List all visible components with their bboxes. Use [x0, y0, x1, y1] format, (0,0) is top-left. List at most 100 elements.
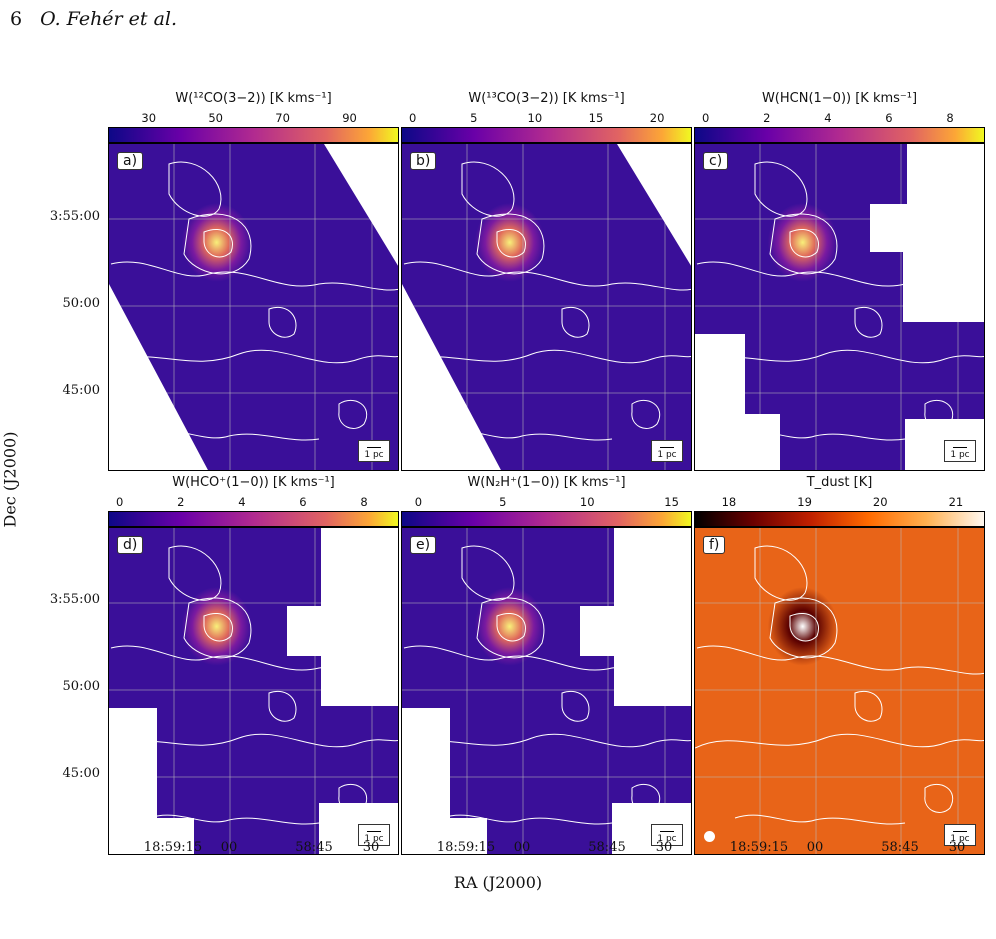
x-tick-label: 00	[513, 840, 531, 855]
contour-line	[109, 733, 398, 749]
colorbar-title: W(N₂H⁺(1−0)) [K kms⁻¹]	[467, 475, 626, 490]
y-tick-label: 50:00	[62, 296, 100, 311]
panel-label: e)	[410, 536, 437, 554]
beam-icon	[118, 447, 129, 458]
colorbar-tick-label: 0	[115, 495, 124, 509]
x-tick-label: 58:45	[588, 840, 626, 855]
beam-icon	[411, 831, 422, 842]
colorbar-title: W(¹²CO(3−2)) [K kms⁻¹]	[175, 91, 332, 106]
colorbar	[694, 127, 985, 143]
colorbar	[108, 511, 399, 527]
x-tick-label: 30	[948, 840, 966, 855]
y-tick-label: 45:00	[62, 383, 100, 398]
contour-line	[769, 213, 838, 275]
colorbar-tick-label: 50	[208, 111, 223, 125]
colorbar-tick-label: 0	[414, 495, 423, 509]
contour-line	[183, 597, 252, 659]
contour-line	[168, 161, 222, 217]
colorbar-title: W(HCN(1−0)) [K kms⁻¹]	[761, 91, 918, 106]
x-tick-label: 00	[806, 840, 824, 855]
contour-line	[441, 814, 613, 825]
y-tick-label: 50:00	[62, 679, 100, 694]
panel-label: a)	[117, 152, 144, 170]
colorbar-tick-label: 19	[797, 495, 812, 509]
no-data-mask	[109, 528, 398, 854]
contour-line	[203, 613, 233, 642]
contour-line	[496, 229, 526, 258]
map-image	[109, 144, 398, 470]
contour-line	[561, 690, 590, 722]
contour-line	[148, 814, 320, 825]
contour-line	[268, 690, 297, 722]
contour-line	[476, 213, 545, 275]
contour-line	[631, 399, 660, 429]
contour-line	[402, 349, 691, 365]
contour-line	[476, 597, 545, 659]
page-number: 6	[10, 8, 23, 30]
contour-line	[924, 783, 953, 813]
scale-bar: 1 pc	[944, 440, 976, 462]
no-data-mask	[695, 144, 984, 470]
x-tick-label: 58:45	[295, 840, 333, 855]
y-axis-label: Dec (J2000)	[0, 431, 20, 528]
contour-line	[496, 613, 526, 642]
contour-line	[854, 306, 883, 338]
contour-line	[268, 306, 297, 338]
map-panel: b) 1 pc	[401, 143, 692, 471]
map-panel: c) 1 pc	[694, 143, 985, 471]
colorbar-title: W(¹³CO(3−2)) [K kms⁻¹]	[468, 91, 625, 106]
beam-icon	[411, 447, 422, 458]
panel-label: d)	[117, 536, 144, 554]
colorbar-tick-label: 10	[579, 495, 595, 509]
y-tick-label: 3:55:00	[49, 209, 100, 224]
x-axis-label: RA (J2000)	[453, 873, 543, 892]
panel-label: b)	[410, 152, 437, 170]
contour-line	[183, 213, 252, 275]
colorbar-tick-label: 10	[527, 111, 543, 125]
colorbar-tick-label: 15	[664, 495, 679, 509]
map-panel: d) 1 pc	[108, 527, 399, 855]
beam-icon	[704, 831, 715, 842]
map-image	[402, 144, 691, 470]
scale-bar: 1 pc	[651, 440, 683, 462]
no-data-mask	[402, 528, 691, 854]
contour-line	[110, 261, 398, 291]
contour-line	[854, 690, 883, 722]
colorbar	[401, 127, 692, 143]
contour-line	[338, 399, 367, 429]
panel-label: f)	[703, 536, 726, 554]
colorbar-tick-label: 8	[360, 495, 368, 509]
contour-line	[403, 261, 691, 291]
map-panel: e) 1 pc	[401, 527, 692, 855]
colorbar-tick-label: 2	[177, 495, 185, 509]
colorbar-title: W(HCO⁺(1−0)) [K kms⁻¹]	[172, 475, 335, 490]
contour-line	[769, 597, 838, 659]
contour-line	[461, 545, 515, 601]
contour-line	[734, 814, 906, 825]
no-data-mask	[402, 144, 691, 470]
colorbar-tick-label: 70	[275, 111, 290, 125]
contour-line	[789, 613, 819, 642]
colorbar-tick-label: 90	[342, 111, 357, 125]
contour-line	[109, 349, 398, 365]
colorbar-tick-label: 0	[408, 111, 417, 125]
colorbar-tick-label: 20	[872, 495, 888, 509]
contour-line	[695, 349, 984, 365]
colorbar	[401, 511, 692, 527]
colorbar-tick-label: 0	[701, 111, 710, 125]
x-tick-label: 18:59:15	[729, 840, 789, 855]
y-tick-label: 45:00	[62, 766, 100, 781]
contour-line	[754, 161, 808, 217]
no-data-mask	[109, 144, 398, 470]
x-tick-label: 30	[655, 840, 673, 855]
x-tick-label: 30	[362, 840, 380, 855]
colorbar-tick-label: 8	[946, 111, 954, 125]
map-image	[695, 144, 984, 470]
colorbar-tick-label: 6	[299, 495, 307, 509]
colorbar-tick-label: 2	[763, 111, 771, 125]
map-panel: f) 1 pc	[694, 527, 985, 855]
colorbar	[694, 511, 985, 527]
contour-line	[203, 229, 233, 258]
scale-bar: 1 pc	[944, 824, 976, 846]
colorbar-tick-label: 4	[238, 495, 246, 509]
